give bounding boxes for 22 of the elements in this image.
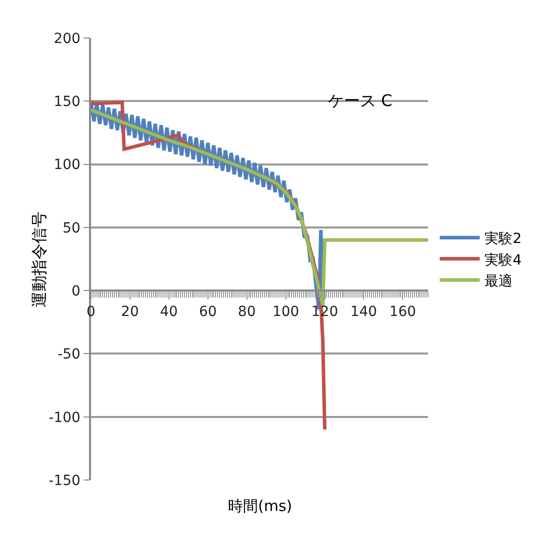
x-axis-title: 時間(ms) bbox=[228, 497, 292, 515]
y-tick-label: 50 bbox=[62, 220, 80, 236]
y-tick-label: 0 bbox=[72, 283, 80, 300]
x-tick-label: 20 bbox=[121, 304, 139, 320]
y-tick-label: 100 bbox=[54, 157, 80, 174]
y-tick-label: 200 bbox=[54, 30, 80, 47]
x-tick-label: 0 bbox=[86, 304, 96, 320]
x-tick-label: 40 bbox=[160, 304, 178, 320]
x-tick-label: 80 bbox=[238, 304, 256, 320]
x-tick-label: 100 bbox=[272, 304, 300, 320]
y-tick-label: -150 bbox=[48, 472, 80, 489]
y-tick-label: 150 bbox=[54, 94, 80, 110]
annotation: ケース C bbox=[328, 91, 392, 110]
x-tick-label: 160 bbox=[389, 304, 416, 320]
y-tick-label: -100 bbox=[48, 410, 80, 426]
legend-label: 実験4 bbox=[484, 252, 522, 268]
x-tick-label: 140 bbox=[350, 304, 378, 320]
x-tick-label: 60 bbox=[198, 304, 217, 320]
legend-label: 最適 bbox=[484, 273, 513, 290]
y-tick-label: -50 bbox=[58, 346, 80, 363]
legend-label: 実験2 bbox=[484, 231, 522, 248]
y-axis-title: 運動指令信号 bbox=[29, 211, 48, 308]
